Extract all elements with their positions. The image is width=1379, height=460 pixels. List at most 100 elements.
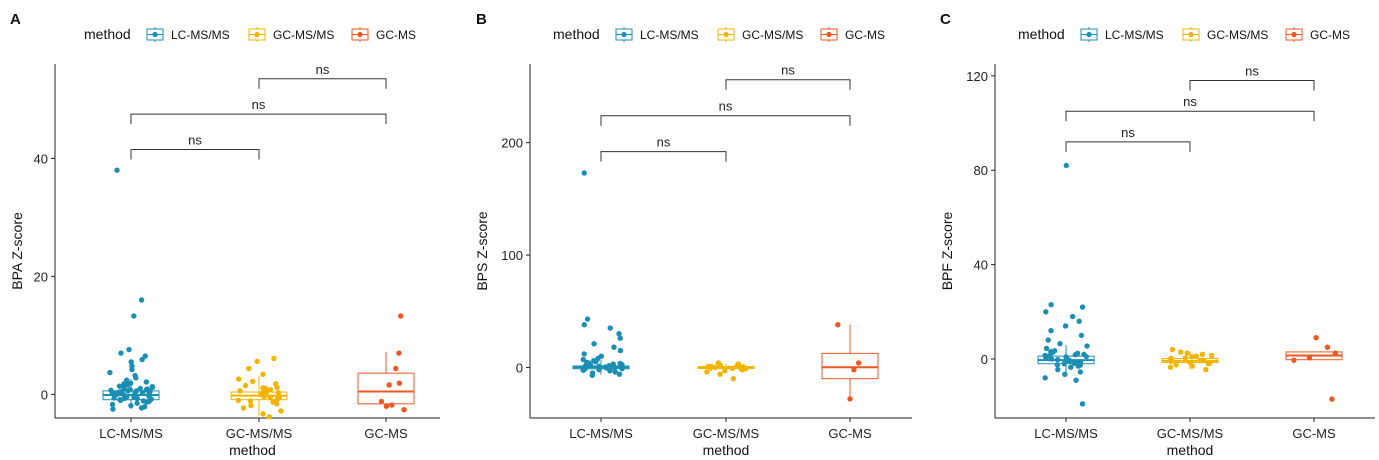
panel-letter: C [940,11,951,28]
bracket-line [130,113,387,125]
data-point [596,366,602,373]
data-point [612,369,618,375]
data-point [1048,327,1054,334]
data-point [1189,363,1196,369]
data-point [109,401,116,408]
data-point [1077,362,1084,368]
panel-letter: A [10,11,21,28]
data-point [128,359,134,365]
bracket-line [725,79,851,90]
legend-title: method [84,26,131,42]
y-tick-label: 200 [501,136,523,151]
data-point [237,388,243,394]
points-lc-ms-ms [580,170,625,378]
data-point [1069,313,1076,320]
data-point [1063,162,1069,169]
data-point [581,322,587,328]
data-point [138,297,145,303]
data-point [1078,332,1085,339]
data-point [260,371,266,378]
significance-label: ns [1121,125,1135,140]
legend-key-dot [723,31,729,38]
data-point [378,398,385,405]
data-point [835,322,841,328]
legend: method LC-MS/MS GC-MS/MS GC-MS [1018,26,1350,42]
legend-item: LC-MS/MS [146,27,230,42]
legend-label: GC-MS/MS [273,28,334,42]
bracket-line [1065,110,1315,122]
legend-label: LC-MS/MS [1105,28,1164,42]
data-point [1076,318,1082,324]
points-gc-ms-ms [235,355,284,420]
significance-bracket: ns [725,63,851,90]
x-tick-label: LC-MS/MS [1034,426,1098,441]
y-tick-label: 80 [974,163,988,178]
data-point [143,379,150,385]
boxplot [1285,351,1343,361]
data-point [110,406,116,412]
x-tick-label: GC-MS/MS [226,426,293,441]
legend-label: GC-MS [376,28,416,42]
data-point [254,358,260,365]
legend-item: GC-MS/MS [248,27,334,42]
data-point [121,385,127,391]
data-point [611,344,617,350]
data-point [580,356,586,363]
data-point [142,353,148,359]
data-point [127,380,134,386]
legend-label: GC-MS/MS [742,28,803,42]
data-point [401,407,407,413]
data-point [1324,344,1331,350]
data-point [1329,396,1335,402]
x-tick-label: LC-MS/MS [99,426,163,441]
data-point [133,375,139,381]
data-point [855,360,862,366]
data-point [111,395,117,401]
points-gc-ms [1291,335,1338,402]
data-point [581,351,587,357]
data-point [127,386,133,393]
y-tick-label: 120 [966,69,988,84]
data-point [1199,351,1206,357]
boxplot [821,324,879,399]
legend-item: LC-MS/MS [615,27,699,42]
y-axis-title: BPS Z-score [474,211,490,291]
data-point [121,395,128,402]
significance-bracket: ns [258,62,387,89]
legend-label: GC-MS [1310,28,1350,42]
data-point [1043,345,1050,352]
data-point [1306,355,1313,361]
data-point [242,382,249,389]
data-point [1208,352,1215,359]
legend: method LC-MS/MS GC-MS/MS GC-MS [84,26,416,42]
legend-item: GC-MS [351,27,416,42]
data-point [129,366,135,373]
data-point [617,347,624,354]
data-point [1084,343,1090,349]
data-point [1055,366,1061,373]
data-point [109,390,116,396]
points-gc-ms [835,322,862,402]
legend-key-dot [1188,31,1194,38]
data-point [617,335,623,341]
data-point [1062,371,1068,378]
y-tick-label: 0 [41,387,48,402]
y-tick-label: 40 [34,151,48,166]
data-point [1201,357,1207,364]
significance-label: ns [719,99,733,114]
data-point [584,316,591,322]
data-point [619,366,625,372]
x-tick-label: GC-MS [364,426,408,441]
data-point [275,389,282,396]
data-point [1054,357,1061,363]
legend-item: GC-MS [820,27,885,42]
data-point [734,363,740,369]
legend-item: LC-MS/MS [1080,27,1164,42]
data-point [580,367,586,373]
points-gc-ms-ms [704,360,749,382]
data-point [729,365,736,372]
x-tick-label: LC-MS/MS [569,426,633,441]
data-point [396,380,403,386]
data-point [266,414,272,420]
